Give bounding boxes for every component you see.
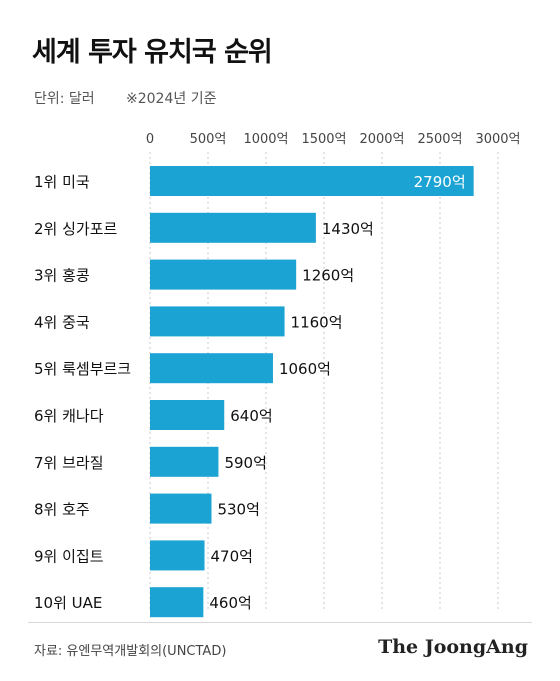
category-label: 1위 미국 [34, 173, 90, 191]
x-tick-label: 0 [146, 132, 154, 147]
category-label: 10위 UAE [34, 594, 102, 612]
bar [150, 540, 205, 571]
value-label: 1260억 [302, 267, 354, 285]
value-label: 1160억 [291, 313, 343, 331]
category-label: 8위 호주 [34, 501, 90, 519]
bar [150, 259, 297, 290]
category-label: 6위 캐나다 [34, 407, 104, 425]
x-tick-label: 500억 [190, 132, 227, 147]
category-label: 4위 중국 [34, 313, 90, 331]
category-label: 7위 브라질 [34, 454, 104, 472]
unit-label: 단위: 달러 [34, 91, 95, 107]
bar [150, 306, 285, 337]
x-tick-label: 1500억 [301, 132, 346, 147]
value-label: 470억 [211, 547, 253, 565]
value-label: 1060억 [279, 360, 331, 378]
category-label: 2위 싱가포르 [34, 220, 118, 238]
value-label: 590억 [224, 454, 266, 472]
category-label: 9위 이집트 [34, 547, 104, 565]
value-label: 640억 [230, 407, 272, 425]
value-label: 460억 [209, 594, 251, 612]
bar [150, 400, 225, 430]
bar [150, 493, 212, 524]
chart-title: 세계 투자 유치국 순위 [32, 37, 273, 68]
brand-logo: The JoongAng [378, 636, 528, 658]
bar [150, 166, 474, 196]
category-label: 3위 홍콩 [34, 267, 90, 285]
bar [150, 587, 204, 618]
bar [150, 353, 273, 384]
bar [150, 212, 316, 243]
source-note: 자료: 유엔무역개발회의(UNCTAD) [34, 644, 227, 659]
x-tick-label: 2000억 [359, 132, 404, 147]
value-label: 1430억 [322, 220, 374, 238]
footer-divider [28, 622, 532, 623]
value-label: 530억 [217, 501, 259, 519]
x-tick-label: 1000억 [243, 132, 288, 147]
bar [150, 446, 219, 477]
basis-note: ※2024년 기준 [126, 91, 217, 107]
x-tick-label: 3000억 [475, 132, 520, 147]
x-tick-label: 2500억 [417, 132, 462, 147]
value-label: 2790억 [414, 173, 466, 191]
category-label: 5위 룩셈부르크 [34, 360, 131, 378]
